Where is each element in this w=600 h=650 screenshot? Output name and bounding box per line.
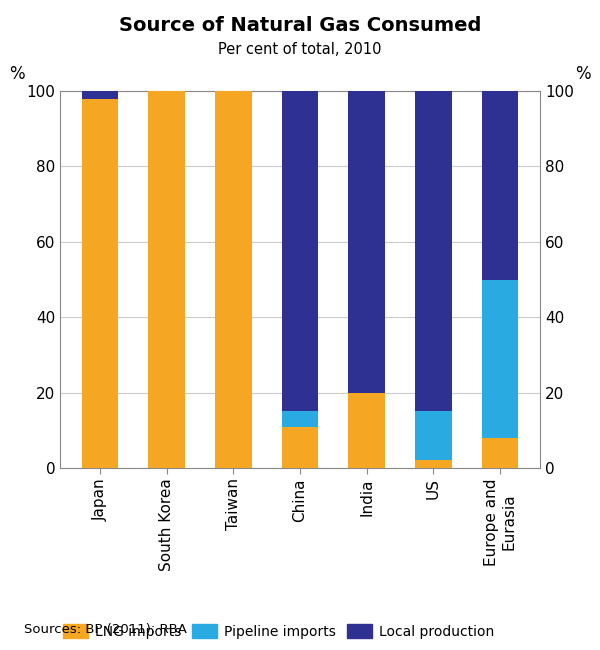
Text: %: % xyxy=(575,66,591,83)
Bar xyxy=(482,91,518,280)
Bar xyxy=(281,91,319,411)
Text: Sources: BP (2011); RBA: Sources: BP (2011); RBA xyxy=(24,623,187,636)
Bar xyxy=(415,411,452,460)
Bar xyxy=(482,438,518,468)
Bar xyxy=(348,91,385,393)
Bar xyxy=(415,460,452,468)
Text: Per cent of total, 2010: Per cent of total, 2010 xyxy=(218,42,382,57)
Bar xyxy=(482,280,518,438)
Bar xyxy=(348,393,385,468)
Bar xyxy=(148,91,185,468)
Bar xyxy=(82,91,118,99)
Bar xyxy=(281,426,319,468)
Legend: LNG imports, Pipeline imports, Local production: LNG imports, Pipeline imports, Local pro… xyxy=(58,618,500,644)
Text: Source of Natural Gas Consumed: Source of Natural Gas Consumed xyxy=(119,16,481,35)
Bar xyxy=(82,99,118,468)
Bar xyxy=(415,91,452,411)
Text: %: % xyxy=(9,66,25,83)
Bar xyxy=(281,411,319,426)
Bar xyxy=(215,91,252,468)
